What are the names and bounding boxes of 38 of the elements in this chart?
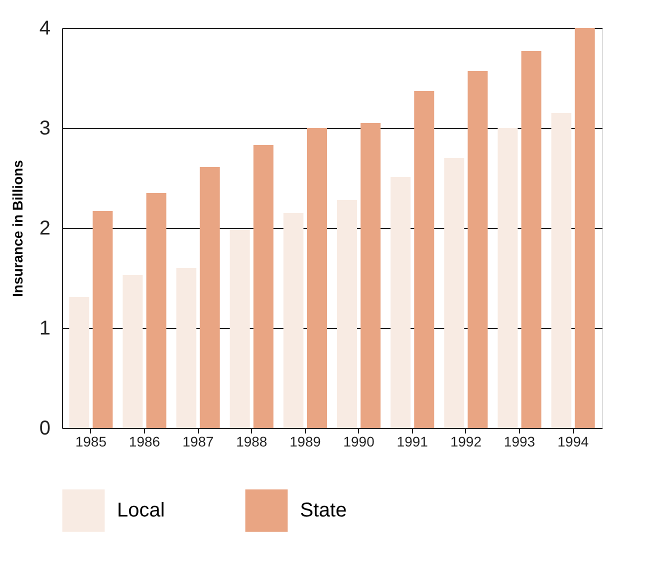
x-tick-label: 1991 [396, 434, 428, 450]
x-tick-label: 1987 [182, 434, 214, 450]
bar [574, 28, 595, 428]
bar [200, 167, 220, 428]
y-tick-label: 4 [39, 18, 50, 40]
bar [283, 213, 304, 428]
bar [307, 128, 327, 428]
bar [390, 177, 411, 428]
bar [521, 51, 542, 428]
y-tick-label: 3 [39, 118, 50, 140]
x-tick-label: 1988 [236, 434, 268, 450]
bar [122, 275, 143, 428]
bar [337, 200, 357, 428]
legend-label: Local [117, 500, 165, 522]
bar [146, 193, 166, 428]
bar [230, 230, 250, 428]
x-tick-label: 1992 [450, 434, 482, 450]
x-tick-label: 1989 [290, 434, 321, 450]
x-tick-label: 1986 [128, 434, 160, 450]
x-tick-label: 1985 [75, 434, 107, 450]
bar [69, 297, 90, 428]
x-tick-label: 1993 [504, 434, 536, 450]
bar [551, 113, 572, 428]
y-axis-title: Insurance in Billions [9, 160, 26, 297]
x-tick-label: 1994 [557, 434, 589, 450]
x-tick-label: 1990 [343, 434, 375, 450]
bar [498, 128, 518, 428]
y-tick-label: 1 [39, 318, 50, 340]
y-tick-label: 0 [39, 418, 50, 440]
y-tick-label: 2 [39, 218, 50, 240]
bar [253, 145, 274, 428]
bar [176, 268, 196, 428]
bar [444, 158, 464, 428]
legend-label: State [300, 500, 347, 522]
bar [92, 211, 113, 428]
bar [360, 123, 381, 428]
bar [468, 71, 488, 428]
bar [414, 91, 434, 428]
